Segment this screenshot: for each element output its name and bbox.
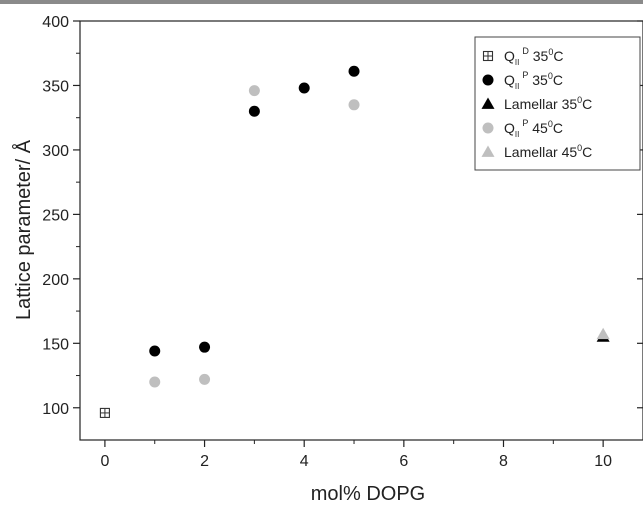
x-tick-label: 4 — [300, 453, 309, 470]
y-tick-label: 300 — [42, 143, 69, 160]
x-tick-label: 6 — [399, 453, 408, 470]
y-tick-label: 250 — [42, 207, 69, 224]
data-point-qp45 — [149, 376, 161, 388]
data-points — [99, 65, 610, 418]
legend-marker-lam35 — [481, 97, 495, 109]
x-tick-label: 10 — [594, 453, 612, 470]
x-tick-label: 0 — [100, 453, 109, 470]
series-qp35 — [149, 65, 360, 357]
top-border — [0, 0, 643, 4]
legend-label-qp35: QIIP 350C — [504, 70, 563, 91]
legend-marker-qd35 — [482, 50, 494, 62]
legend-marker-lam45 — [481, 145, 495, 157]
legend-label-lam45: Lamellar 450C — [504, 143, 592, 160]
data-point-qp35 — [248, 105, 260, 117]
legend-marker-qp35 — [482, 74, 494, 86]
y-tick-label: 150 — [42, 336, 69, 353]
series-lam45 — [596, 327, 610, 340]
data-point-qp35 — [298, 82, 310, 94]
legend: QIID 350C QIIP 350C Lamellar 350C QIIP 450C… — [474, 36, 641, 171]
series-qp45 — [149, 85, 360, 388]
x-tick-label: 2 — [200, 453, 209, 470]
axis-ticks: 0 2 4 6 8 10 100 150 200 250 300 350 400 — [42, 14, 643, 470]
data-point-lam45 — [596, 327, 610, 340]
x-axis-title: mol% DOPG — [311, 483, 425, 505]
data-point-qp35 — [199, 341, 211, 353]
data-point-qp45 — [199, 373, 211, 385]
legend-label-lam35: Lamellar 350C — [504, 95, 592, 112]
legend-marker-qp45 — [482, 122, 494, 134]
y-tick-label: 350 — [42, 78, 69, 95]
data-point-qp45 — [348, 99, 360, 111]
y-tick-label: 100 — [42, 401, 69, 418]
legend-box — [474, 36, 641, 171]
plot-frame — [79, 20, 643, 441]
legend-label-qp45: QIIP 450C — [504, 118, 563, 139]
y-axis-title: Lattice parameter/ Å — [12, 139, 35, 320]
data-point-qp45 — [248, 85, 260, 97]
y-tick-label: 400 — [42, 14, 69, 31]
legend-label-qd35: QIID 350C — [504, 46, 563, 67]
data-point-qd35 — [99, 407, 110, 418]
data-point-qp35 — [348, 65, 360, 77]
x-tick-label: 8 — [499, 453, 508, 470]
series-qd35 — [99, 407, 110, 418]
data-point-qp35 — [149, 345, 161, 357]
y-tick-label: 200 — [42, 272, 69, 289]
